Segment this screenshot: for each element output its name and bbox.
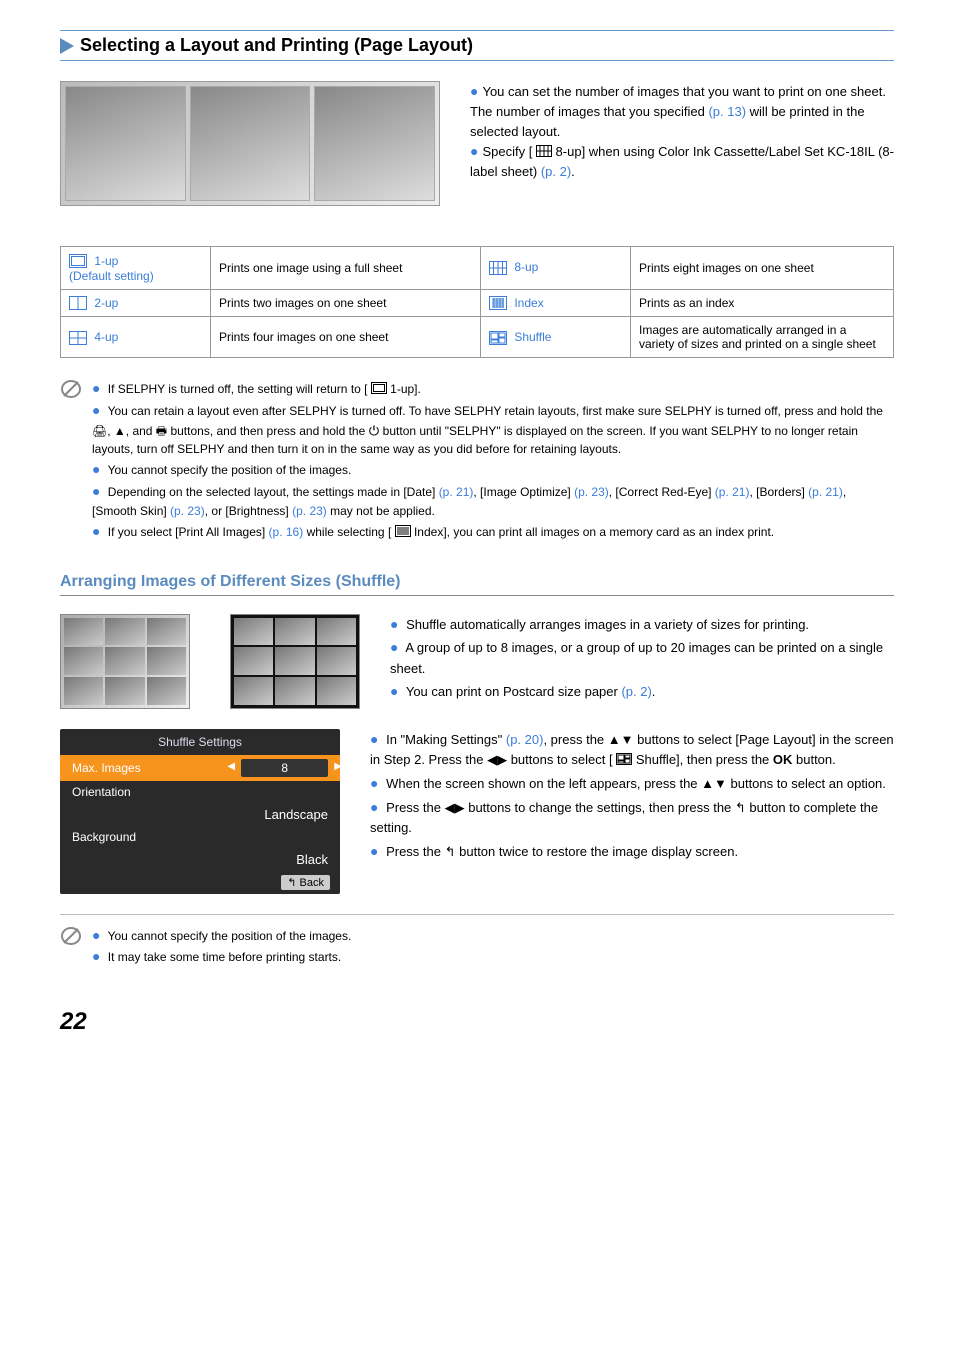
1up-icon (69, 254, 87, 268)
instruction-item: ● When the screen shown on the left appe… (370, 773, 894, 795)
cell-shuffle: Shuffle (481, 317, 631, 358)
8up-icon (489, 261, 507, 275)
bullet-icon: ● (470, 143, 478, 159)
cell-8up: 8-up (481, 247, 631, 290)
list-item: ● You can print on Postcard size paper (… (390, 681, 894, 703)
table-row: 2-up Prints two images on one sheet Inde… (61, 289, 894, 317)
table-row: 4-up Prints four images on one sheet Shu… (61, 317, 894, 358)
shuffle-right-text: ● Shuffle automatically arranges images … (390, 614, 894, 705)
cell-desc: Prints eight images on one sheet (631, 247, 894, 290)
panel-instructions: ● In "Making Settings" (p. 20), press th… (370, 729, 894, 865)
note-item: ● You cannot specify the position of the… (92, 925, 351, 947)
page-ref: (p. 2) (541, 164, 571, 179)
intro-line-2c: . (571, 164, 575, 179)
note-list: ● You cannot specify the position of the… (92, 925, 351, 968)
cell-index: Index (481, 289, 631, 317)
4up-icon (69, 331, 87, 345)
cell-label: 8-up (511, 260, 538, 274)
panel-row-background[interactable]: Background (60, 826, 340, 848)
panel-row-max[interactable]: Max. Images 8 (60, 755, 340, 781)
note-list: ● If SELPHY is turned off, the setting w… (92, 378, 894, 542)
note-icon (60, 925, 82, 968)
panel-value-background: Black (60, 848, 340, 871)
panel-row: Shuffle Settings Max. Images 8 Orientati… (60, 729, 894, 894)
intro-row: ●You can set the number of images that y… (60, 81, 894, 206)
cell-1up: 1-up (Default setting) (61, 247, 211, 290)
cell-desc: Prints four images on one sheet (211, 317, 481, 358)
section-title: Selecting a Layout and Printing (Page La… (80, 35, 473, 56)
back-label: Back (300, 877, 324, 889)
cell-label: 2-up (91, 296, 118, 310)
panel-title: Shuffle Settings (60, 729, 340, 755)
note-item: ● It may take some time before printing … (92, 946, 351, 968)
cell-label: 4-up (91, 330, 118, 344)
shuffle-sample-2 (230, 614, 360, 709)
note-icon (60, 378, 82, 542)
shuffle-icon (489, 331, 507, 345)
cell-2up: 2-up (61, 289, 211, 317)
note-item: ● You can retain a layout even after SEL… (92, 400, 894, 459)
cell-4up: 4-up (61, 317, 211, 358)
panel-label: Orientation (72, 785, 131, 799)
back-button[interactable]: ↰ Back (281, 875, 330, 890)
intro-sample-image (60, 81, 440, 206)
index-icon (489, 296, 507, 310)
cell-desc: Images are automatically arranged in a v… (631, 317, 894, 358)
section-marker-icon (60, 38, 74, 54)
note-item: ● If SELPHY is turned off, the setting w… (92, 378, 894, 400)
panel-label: Background (72, 830, 136, 844)
instruction-item: ● In "Making Settings" (p. 20), press th… (370, 729, 894, 771)
note-item: ● You cannot specify the position of the… (92, 459, 894, 481)
page-ref: (p. 13) (708, 104, 746, 119)
shuffle-sample-1 (60, 614, 190, 709)
table-row: 1-up (Default setting) Prints one image … (61, 247, 894, 290)
sub-heading: Arranging Images of Different Sizes (Shu… (60, 573, 894, 596)
8up-icon (536, 143, 552, 163)
panel-back-row[interactable]: ↰ Back (60, 871, 340, 894)
note-block-2: ● You cannot specify the position of the… (60, 914, 894, 968)
panel-row-orientation[interactable]: Orientation (60, 781, 340, 803)
cell-desc: Prints as an index (631, 289, 894, 317)
bullet-icon: ● (470, 83, 478, 99)
shuffle-settings-panel: Shuffle Settings Max. Images 8 Orientati… (60, 729, 340, 894)
shuffle-intro-row: ● Shuffle automatically arranges images … (60, 614, 894, 709)
cell-label: Index (511, 296, 544, 310)
note-item: ● If you select [Print All Images] (p. 1… (92, 521, 894, 543)
list-item: ● Shuffle automatically arranges images … (390, 614, 894, 636)
list-item: ● A group of up to 8 images, or a group … (390, 637, 894, 679)
panel-value: 8 (241, 759, 328, 777)
panel-label: Max. Images (72, 761, 141, 775)
layout-table: 1-up (Default setting) Prints one image … (60, 246, 894, 358)
intro-text: ●You can set the number of images that y… (470, 81, 894, 206)
page-number: 22 (60, 1008, 894, 1036)
instruction-item: ● Press the ↰ button twice to restore th… (370, 841, 894, 863)
2up-icon (69, 296, 87, 310)
shuffle-images (60, 614, 360, 709)
note-item: ● Depending on the selected layout, the … (92, 481, 894, 521)
cell-desc: Prints two images on one sheet (211, 289, 481, 317)
panel-value-orientation: Landscape (60, 803, 340, 826)
instruction-item: ● Press the ◀▶ buttons to change the set… (370, 797, 894, 839)
note-block-1: ● If SELPHY is turned off, the setting w… (60, 378, 894, 542)
intro-line-2a: Specify [ (482, 144, 535, 159)
cell-label: Shuffle (511, 330, 551, 344)
section-title-bar: Selecting a Layout and Printing (Page La… (60, 30, 894, 61)
cell-desc: Prints one image using a full sheet (211, 247, 481, 290)
